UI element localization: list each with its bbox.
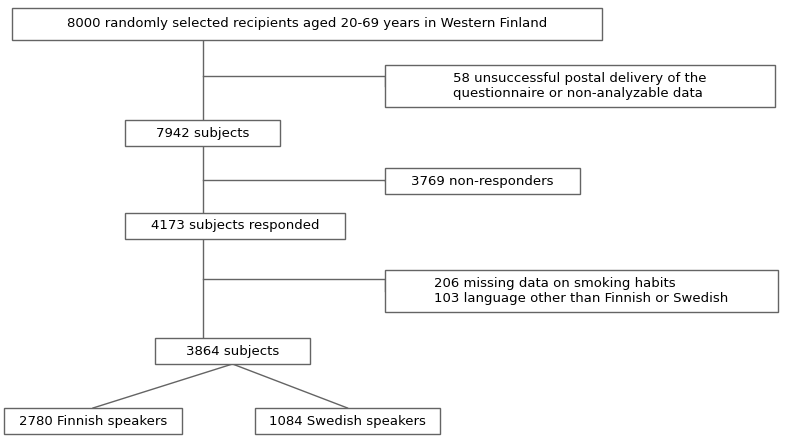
Text: 58 unsuccessful postal delivery of the
questionnaire or non-analyzable data: 58 unsuccessful postal delivery of the q… xyxy=(454,72,706,100)
Bar xyxy=(385,168,580,194)
Bar xyxy=(155,338,310,364)
Bar xyxy=(125,213,345,239)
Text: 3864 subjects: 3864 subjects xyxy=(186,345,279,358)
Text: 8000 randomly selected recipients aged 20-69 years in Western Finland: 8000 randomly selected recipients aged 2… xyxy=(67,17,547,30)
Bar xyxy=(255,408,440,434)
Bar xyxy=(385,65,775,107)
Text: 3769 non-responders: 3769 non-responders xyxy=(411,174,554,187)
Bar xyxy=(125,120,280,146)
Text: 4173 subjects responded: 4173 subjects responded xyxy=(150,219,319,232)
Bar xyxy=(385,270,778,312)
Text: 206 missing data on smoking habits
103 language other than Finnish or Swedish: 206 missing data on smoking habits 103 l… xyxy=(434,277,729,305)
Bar xyxy=(4,408,182,434)
Text: 2780 Finnish speakers: 2780 Finnish speakers xyxy=(19,414,167,427)
Bar xyxy=(12,8,602,40)
Text: 1084 Swedish speakers: 1084 Swedish speakers xyxy=(269,414,426,427)
Text: 7942 subjects: 7942 subjects xyxy=(156,127,249,139)
